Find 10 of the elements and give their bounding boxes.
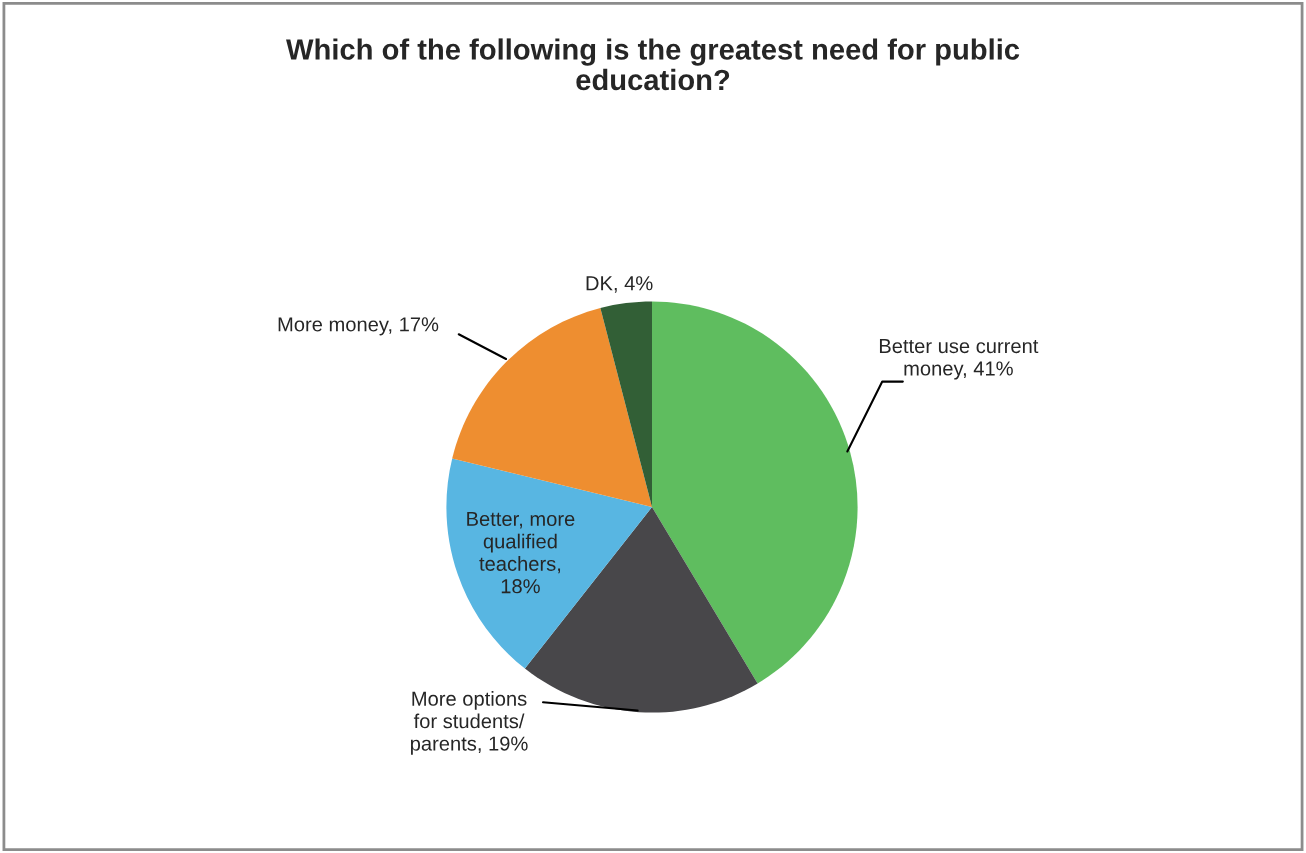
pie-slice [452, 307, 652, 507]
pie-slice [652, 301, 858, 684]
slice-label: More options for students/parents, 19% [410, 691, 528, 755]
pie-slice [446, 458, 652, 669]
slice-label: More money, 17% [278, 317, 439, 336]
slice-label: Better, more qualified teachers, 18% [467, 512, 575, 594]
pie-slice [600, 301, 652, 507]
chart-title: Which of the following is the greatest need for public education? [286, 38, 1020, 91]
slice-label: Better use current money, 41% [879, 339, 1039, 380]
slice-label: DK, 4% [586, 276, 653, 293]
